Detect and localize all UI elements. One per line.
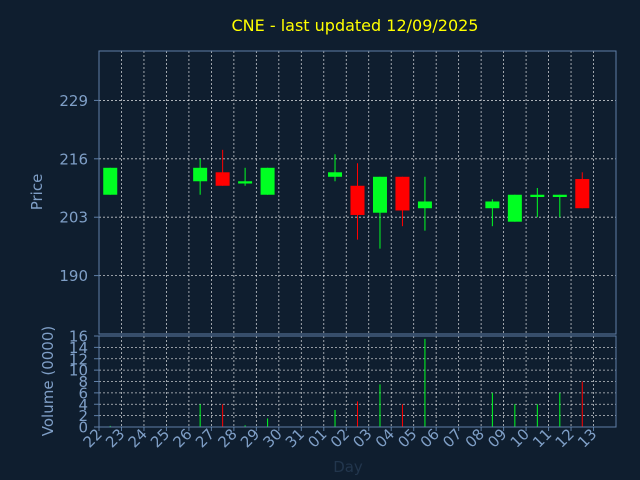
- candle: [372, 176, 387, 249]
- candle-body: [328, 172, 343, 177]
- candle-body: [103, 167, 118, 195]
- candle: [103, 167, 118, 195]
- candle-body: [552, 194, 567, 197]
- price-grid: [99, 51, 616, 334]
- volume-tick-label: 4: [78, 396, 88, 414]
- price-y-ticks: 190 203 216 229: [59, 92, 99, 285]
- day-x-ticks: 2223242526272829303101020304050607080910…: [80, 425, 601, 451]
- x-axis-label: Day: [333, 458, 363, 476]
- volume-tick-label: 2: [78, 407, 88, 425]
- candle-body: [350, 185, 365, 215]
- candle-body: [395, 176, 410, 211]
- candle: [552, 194, 567, 218]
- candle: [485, 199, 500, 227]
- candle: [193, 158, 208, 195]
- candle: [507, 194, 522, 222]
- price-tick-label: 229: [59, 92, 88, 110]
- volume-grid: [99, 336, 616, 427]
- chart-title: CNE - last updated 12/09/2025: [232, 16, 479, 35]
- candle-body: [575, 179, 590, 209]
- volume-bars: [109, 338, 583, 427]
- candle-body: [193, 167, 208, 182]
- candle: [350, 163, 365, 240]
- candle: [215, 149, 230, 186]
- volume-tick-label: 6: [78, 384, 88, 402]
- volume-tick-label: 16: [69, 328, 88, 346]
- candle-body: [372, 176, 387, 213]
- candle-body: [485, 201, 500, 209]
- candle: [328, 154, 343, 182]
- candle: [395, 176, 410, 227]
- candle-body: [238, 181, 253, 184]
- candle-body: [215, 172, 230, 186]
- candle-body: [530, 194, 545, 197]
- volume-axis-label: Volume (0000): [39, 326, 57, 436]
- price-tick-label: 190: [59, 267, 88, 285]
- volume-tick-label: 0: [78, 419, 88, 437]
- price-panel-frame: [98, 50, 617, 335]
- candle: [575, 172, 590, 209]
- candlesticks: [103, 149, 590, 249]
- candle-body: [507, 194, 522, 222]
- price-axis-label: Price: [28, 174, 46, 211]
- volume-tick-label: 10: [69, 362, 88, 380]
- price-tick-label: 203: [59, 209, 88, 227]
- volume-tick-label: 8: [78, 373, 88, 391]
- candle: [238, 167, 253, 186]
- volume-tick-label: 12: [69, 350, 88, 368]
- candle: [530, 188, 545, 218]
- candle-body: [417, 201, 432, 209]
- day-tick-label: 13: [574, 425, 600, 451]
- candle: [417, 176, 432, 231]
- candle: [260, 167, 275, 195]
- price-tick-label: 216: [59, 150, 88, 168]
- candle-body: [260, 167, 275, 195]
- volume-tick-label: 14: [69, 339, 88, 357]
